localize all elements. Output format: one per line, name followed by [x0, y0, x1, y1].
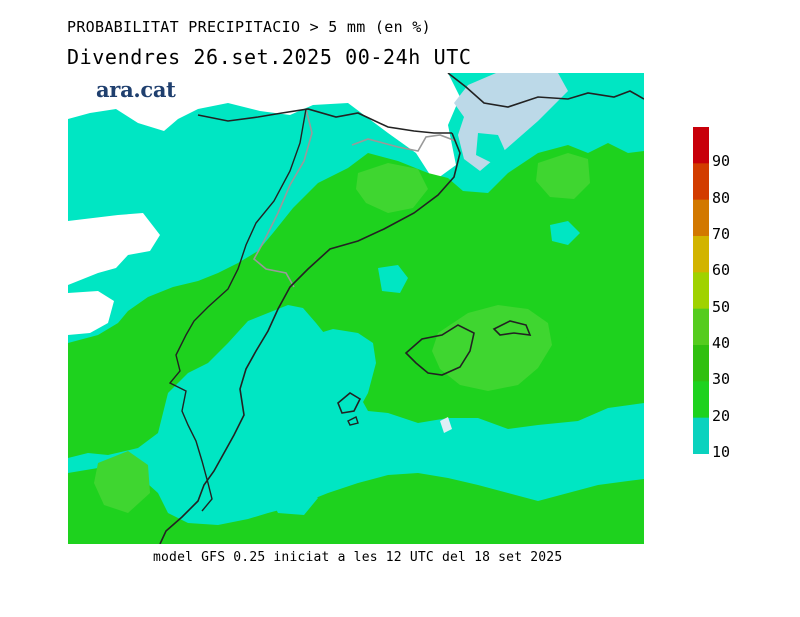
- ara-cat-logo: ara.cat: [96, 77, 176, 102]
- map-area-20-30-east: [540, 285, 613, 341]
- legend-label: 30: [712, 370, 731, 389]
- map-area-below-10-west-2: [68, 291, 114, 335]
- map-area-white-patch: [440, 417, 452, 433]
- legend-label: 60: [712, 261, 731, 280]
- map-area-10-20-patch-5: [438, 445, 488, 477]
- legend-label: 10: [712, 443, 731, 461]
- map-area-10-20-patch-3: [550, 221, 580, 245]
- map-coastline: [159, 108, 461, 544]
- map-area-below-10-north: [68, 73, 460, 181]
- map-island-ibiza: [337, 392, 362, 414]
- map-area-10-20-coastal: [308, 329, 376, 418]
- legend-swatch: [693, 163, 709, 201]
- map-coastline-north-east: [447, 73, 644, 108]
- legend-labels: 90 80 70 60 50 40 30 20 10: [712, 0, 772, 617]
- map-area-30-40-east: [536, 153, 590, 199]
- legend-swatch: [693, 199, 709, 237]
- color-legend: [693, 127, 709, 454]
- map-admin-line: [168, 108, 307, 512]
- legend-label: 80: [712, 188, 731, 207]
- legend-swatch: [693, 236, 709, 273]
- map-area-below-10-west: [68, 213, 160, 285]
- map-area-10-20-patch-1: [378, 265, 408, 293]
- legend-label: 20: [712, 406, 731, 425]
- chart-title: PROBABILITAT PRECIPITACIO > 5 mm (en %): [67, 18, 431, 36]
- probability-map: [68, 73, 644, 544]
- map-border-line: [252, 108, 457, 288]
- legend-label: 50: [712, 297, 731, 316]
- chart-date: Divendres 26.set.2025 00-24h UTC: [67, 45, 472, 69]
- legend-swatch: [693, 345, 709, 382]
- map-area-30-40-west: [94, 451, 150, 513]
- legend-swatch: [693, 308, 709, 346]
- legend-swatch: [693, 381, 709, 419]
- legend-swatch: [693, 127, 709, 164]
- legend-swatch: [693, 417, 709, 454]
- legend-label: 40: [712, 334, 731, 352]
- legend-label: 90: [712, 152, 731, 171]
- legend-swatch: [693, 272, 709, 310]
- map-island-menorca: [492, 320, 532, 336]
- map-island-formentera: [347, 416, 359, 426]
- map-island-mallorca: [404, 324, 475, 376]
- map-area-30-40-north: [356, 163, 428, 213]
- map-area-20-30-south: [68, 463, 644, 544]
- map-area-10-20-patch-2: [476, 133, 506, 163]
- map-area-10-20-patch-4: [268, 485, 318, 515]
- model-info: model GFS 0.25 iniciat a les 12 UTC del …: [153, 550, 563, 565]
- legend-label: 70: [712, 225, 731, 243]
